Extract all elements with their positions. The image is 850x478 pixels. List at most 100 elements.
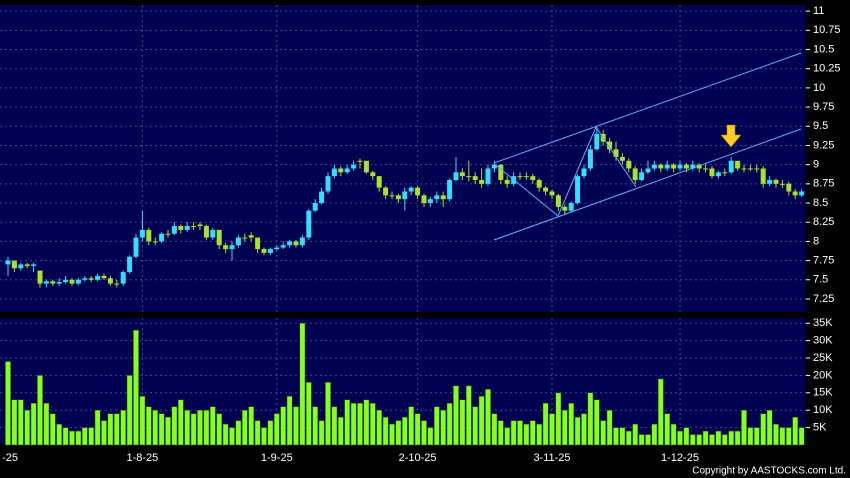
candle-body <box>267 249 273 253</box>
volume-bar <box>81 427 88 446</box>
candle-body <box>549 191 555 196</box>
candle-body <box>779 183 785 185</box>
candle-body <box>95 275 101 280</box>
volume-bar <box>587 392 594 446</box>
volume-bar <box>216 413 223 446</box>
candle-body <box>299 237 305 246</box>
volume-bar <box>619 427 626 446</box>
candle-body <box>485 168 491 184</box>
trend-line <box>493 128 802 241</box>
y-tick-label: 7.25 <box>813 293 834 305</box>
candle-body <box>696 164 702 169</box>
candle-body <box>703 168 709 170</box>
volume-bar <box>62 427 69 446</box>
volume-bar <box>613 427 619 446</box>
volume-bar <box>465 385 472 446</box>
candle-body <box>18 264 24 269</box>
y-tick-label: 5K <box>813 422 827 434</box>
candle-body <box>63 279 69 283</box>
candle-body <box>319 191 325 204</box>
candle-body <box>24 264 30 266</box>
volume-bar <box>491 413 498 446</box>
candle-body <box>440 195 446 200</box>
y-tick-label: 9.75 <box>813 101 834 113</box>
candle-body <box>325 176 331 192</box>
volume-bar <box>549 413 555 446</box>
volume-bar <box>152 409 159 446</box>
volume-bar <box>715 430 722 446</box>
volume-bar <box>24 409 31 446</box>
volume-bar <box>683 427 690 446</box>
volume-bar <box>133 329 139 446</box>
volume-bar <box>11 399 18 446</box>
y-tick-label: 9 <box>813 159 819 171</box>
volume-bar <box>312 406 319 446</box>
volume-bar <box>798 427 805 446</box>
candle-body <box>395 195 401 200</box>
volume-bar <box>517 420 523 446</box>
candle-body <box>479 179 485 184</box>
volume-bar <box>606 409 613 446</box>
y-tick-label: 9.5 <box>813 120 828 132</box>
volume-bar <box>747 427 754 446</box>
candle-body <box>459 172 465 177</box>
candle-body <box>447 179 453 200</box>
y-tick-label: 30K <box>813 335 833 347</box>
candle-body <box>43 281 49 284</box>
volume-bar <box>504 427 511 446</box>
volume-bar <box>632 423 639 446</box>
volume-bar <box>184 409 191 446</box>
volume-bar <box>43 402 50 446</box>
y-tick-label: 10.25 <box>813 63 841 75</box>
candle-body <box>280 245 286 248</box>
volume-bar <box>267 420 274 446</box>
volume-bar <box>664 413 671 446</box>
candle-body <box>504 179 510 184</box>
candle-body <box>312 203 318 211</box>
volume-bar <box>369 402 376 446</box>
candle-body <box>472 176 478 180</box>
candle-body <box>351 164 357 169</box>
candle-body <box>248 235 254 238</box>
candle-body <box>767 179 773 184</box>
volume-bar <box>651 423 658 446</box>
candle-body <box>619 156 625 161</box>
volume-bar <box>56 423 63 446</box>
candle-body <box>408 187 414 192</box>
y-tick-label: 7.5 <box>813 274 828 286</box>
y-tick-label: 25K <box>813 352 833 364</box>
candle-body <box>760 168 766 184</box>
x-tick-label: 2-10-25 <box>399 452 437 464</box>
candle-body <box>306 210 312 238</box>
volume-bar <box>721 434 728 446</box>
volume-bar <box>337 416 344 446</box>
volume-bar <box>389 423 395 446</box>
volume-bar <box>382 416 389 446</box>
volume-bar <box>542 402 549 446</box>
candle-body <box>203 226 209 238</box>
candle-body <box>799 191 805 196</box>
candle-body <box>722 172 728 174</box>
volume-bar <box>523 423 530 446</box>
volume-bar <box>779 427 786 446</box>
volume-bar <box>401 416 408 446</box>
volume-bar <box>101 420 107 446</box>
volume-bar <box>69 430 75 446</box>
volume-bar <box>120 409 127 446</box>
volume-bar <box>433 406 440 446</box>
candle-body <box>754 168 760 170</box>
candle-body <box>523 176 529 178</box>
volume-bar <box>197 409 203 446</box>
volume-bar <box>421 420 427 446</box>
candle-body <box>594 133 600 150</box>
candle-body <box>402 191 408 200</box>
candle-body <box>728 160 734 173</box>
volume-bar <box>753 427 760 446</box>
y-tick-label: 10.75 <box>813 24 841 36</box>
candle-body <box>491 164 497 169</box>
volume-bar <box>625 430 632 446</box>
candle-body <box>139 229 145 238</box>
volume-bar <box>209 406 216 446</box>
candle-body <box>555 195 561 207</box>
volume-bar <box>696 434 703 446</box>
